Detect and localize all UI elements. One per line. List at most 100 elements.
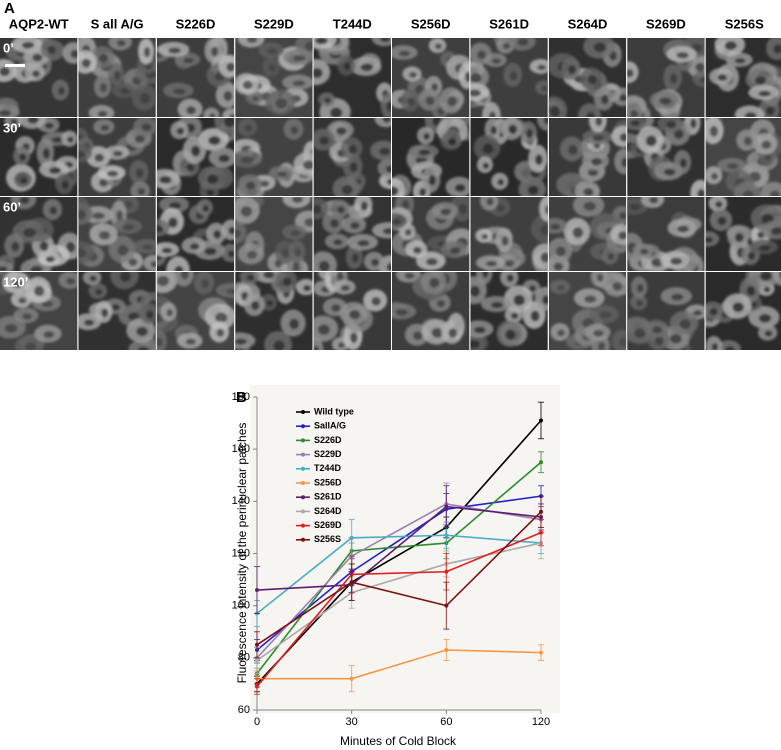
cells: [627, 276, 705, 350]
nucleus: [10, 119, 18, 125]
cell: [235, 221, 247, 244]
nucleus: [47, 45, 56, 54]
nucleus: [101, 308, 109, 318]
point: [539, 509, 543, 514]
nucleus: [502, 42, 511, 50]
x-tick-label: 120: [532, 716, 550, 728]
nucleus: [106, 170, 119, 177]
y-tick-label: 60: [238, 704, 250, 716]
point: [539, 530, 543, 535]
nucleus: [142, 244, 154, 251]
nucleus: [241, 156, 254, 164]
nucleus: [458, 203, 468, 215]
nucleus: [491, 58, 501, 64]
point: [539, 650, 543, 655]
cells: [475, 197, 548, 271]
nucleus: [541, 85, 548, 92]
series-line: [256, 542, 542, 662]
nucleus: [669, 73, 678, 84]
nucleus: [715, 201, 723, 208]
nucleus: [717, 216, 727, 226]
y-tick-label: 180: [232, 391, 250, 403]
row-label: 30’: [3, 120, 21, 135]
nucleus: [58, 86, 65, 96]
nucleus: [371, 258, 380, 267]
nucleus: [382, 118, 392, 123]
nucleus: [747, 251, 756, 260]
nucleus: [431, 327, 444, 338]
nucleus: [710, 172, 719, 180]
nucleus: [66, 277, 76, 285]
legend-marker: [301, 523, 305, 528]
nucleus: [304, 218, 313, 227]
nucleus: [544, 204, 548, 215]
nucleus: [425, 258, 438, 266]
nucleus: [166, 309, 173, 317]
nucleus: [150, 260, 156, 268]
nucleus: [447, 138, 457, 146]
nucleus: [168, 217, 178, 228]
cell: [534, 286, 548, 311]
nucleus: [488, 111, 497, 117]
point: [444, 569, 449, 574]
nucleus: [343, 62, 351, 71]
point: [539, 418, 543, 423]
cell: [78, 240, 95, 264]
nucleus: [619, 212, 627, 220]
nucleus: [223, 90, 233, 102]
nucleus: [94, 153, 105, 163]
nucleus: [482, 162, 490, 170]
nucleus: [401, 200, 410, 211]
nucleus: [454, 183, 466, 193]
nucleus: [263, 272, 275, 279]
nucleus: [141, 123, 152, 132]
micrograph: [78, 197, 156, 271]
nucleus: [717, 74, 727, 81]
nucleus: [392, 218, 402, 226]
y-tick-label: 160: [232, 443, 250, 455]
nucleus: [496, 204, 505, 212]
nucleus: [176, 127, 185, 135]
legend-label: S229D: [314, 449, 342, 459]
column-header: S264D: [568, 16, 608, 31]
nucleus: [621, 157, 627, 168]
x-axis-title: Minutes of Cold Block: [340, 734, 457, 748]
nucleus: [128, 258, 138, 267]
micrograph: [78, 118, 156, 196]
nucleus: [504, 260, 515, 267]
nucleus: [313, 204, 322, 214]
nucleus: [409, 71, 417, 78]
y-tick-label: 100: [232, 600, 250, 612]
micrograph: [235, 197, 313, 271]
point: [255, 684, 259, 689]
nucleus: [759, 272, 773, 281]
cell: [610, 223, 627, 245]
nucleus: [583, 187, 594, 196]
nucleus: [404, 229, 412, 236]
micrograph: [156, 272, 235, 350]
nucleus: [135, 168, 144, 178]
nucleus: [20, 177, 28, 184]
legend-label: S226D: [314, 435, 342, 445]
cells: [156, 197, 235, 271]
cells: [156, 38, 235, 117]
nucleus: [315, 38, 328, 45]
nucleus: [159, 175, 172, 184]
nucleus: [208, 135, 221, 146]
nucleus: [679, 158, 687, 169]
cell: [611, 125, 627, 148]
nucleus: [651, 258, 664, 267]
nucleus: [189, 243, 200, 250]
nucleus: [645, 135, 657, 147]
micrograph: [392, 272, 470, 350]
nucleus: [173, 88, 186, 95]
nucleus: [404, 272, 415, 279]
nucleus: [485, 260, 498, 267]
legend-marker: [301, 438, 305, 443]
nucleus: [337, 206, 345, 214]
nucleus: [679, 319, 691, 329]
legend-label: S264D: [314, 506, 342, 516]
nucleus: [331, 304, 341, 312]
cell: [531, 243, 548, 270]
